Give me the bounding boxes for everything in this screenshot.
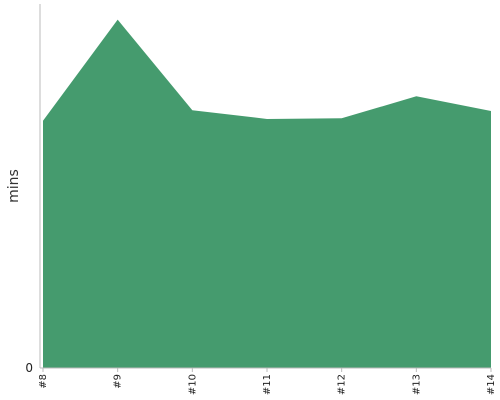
x-tick-label: #10 — [187, 374, 198, 395]
x-tick-label: #11 — [262, 374, 273, 395]
x-tick-label: #12 — [337, 374, 348, 395]
y-tick-label-0: 0 — [25, 361, 33, 375]
y-axis-title: mins — [6, 169, 22, 203]
x-tick-label: #9 — [113, 374, 124, 389]
plot-area — [43, 19, 491, 368]
x-tick-label: #14 — [486, 374, 497, 395]
x-axis-ticks: #8 #9 #10 #11 #12 #13 #14 — [38, 368, 497, 395]
x-tick-label: #8 — [38, 374, 49, 389]
series-area-mins — [43, 19, 491, 368]
x-tick-label: #13 — [411, 374, 422, 395]
